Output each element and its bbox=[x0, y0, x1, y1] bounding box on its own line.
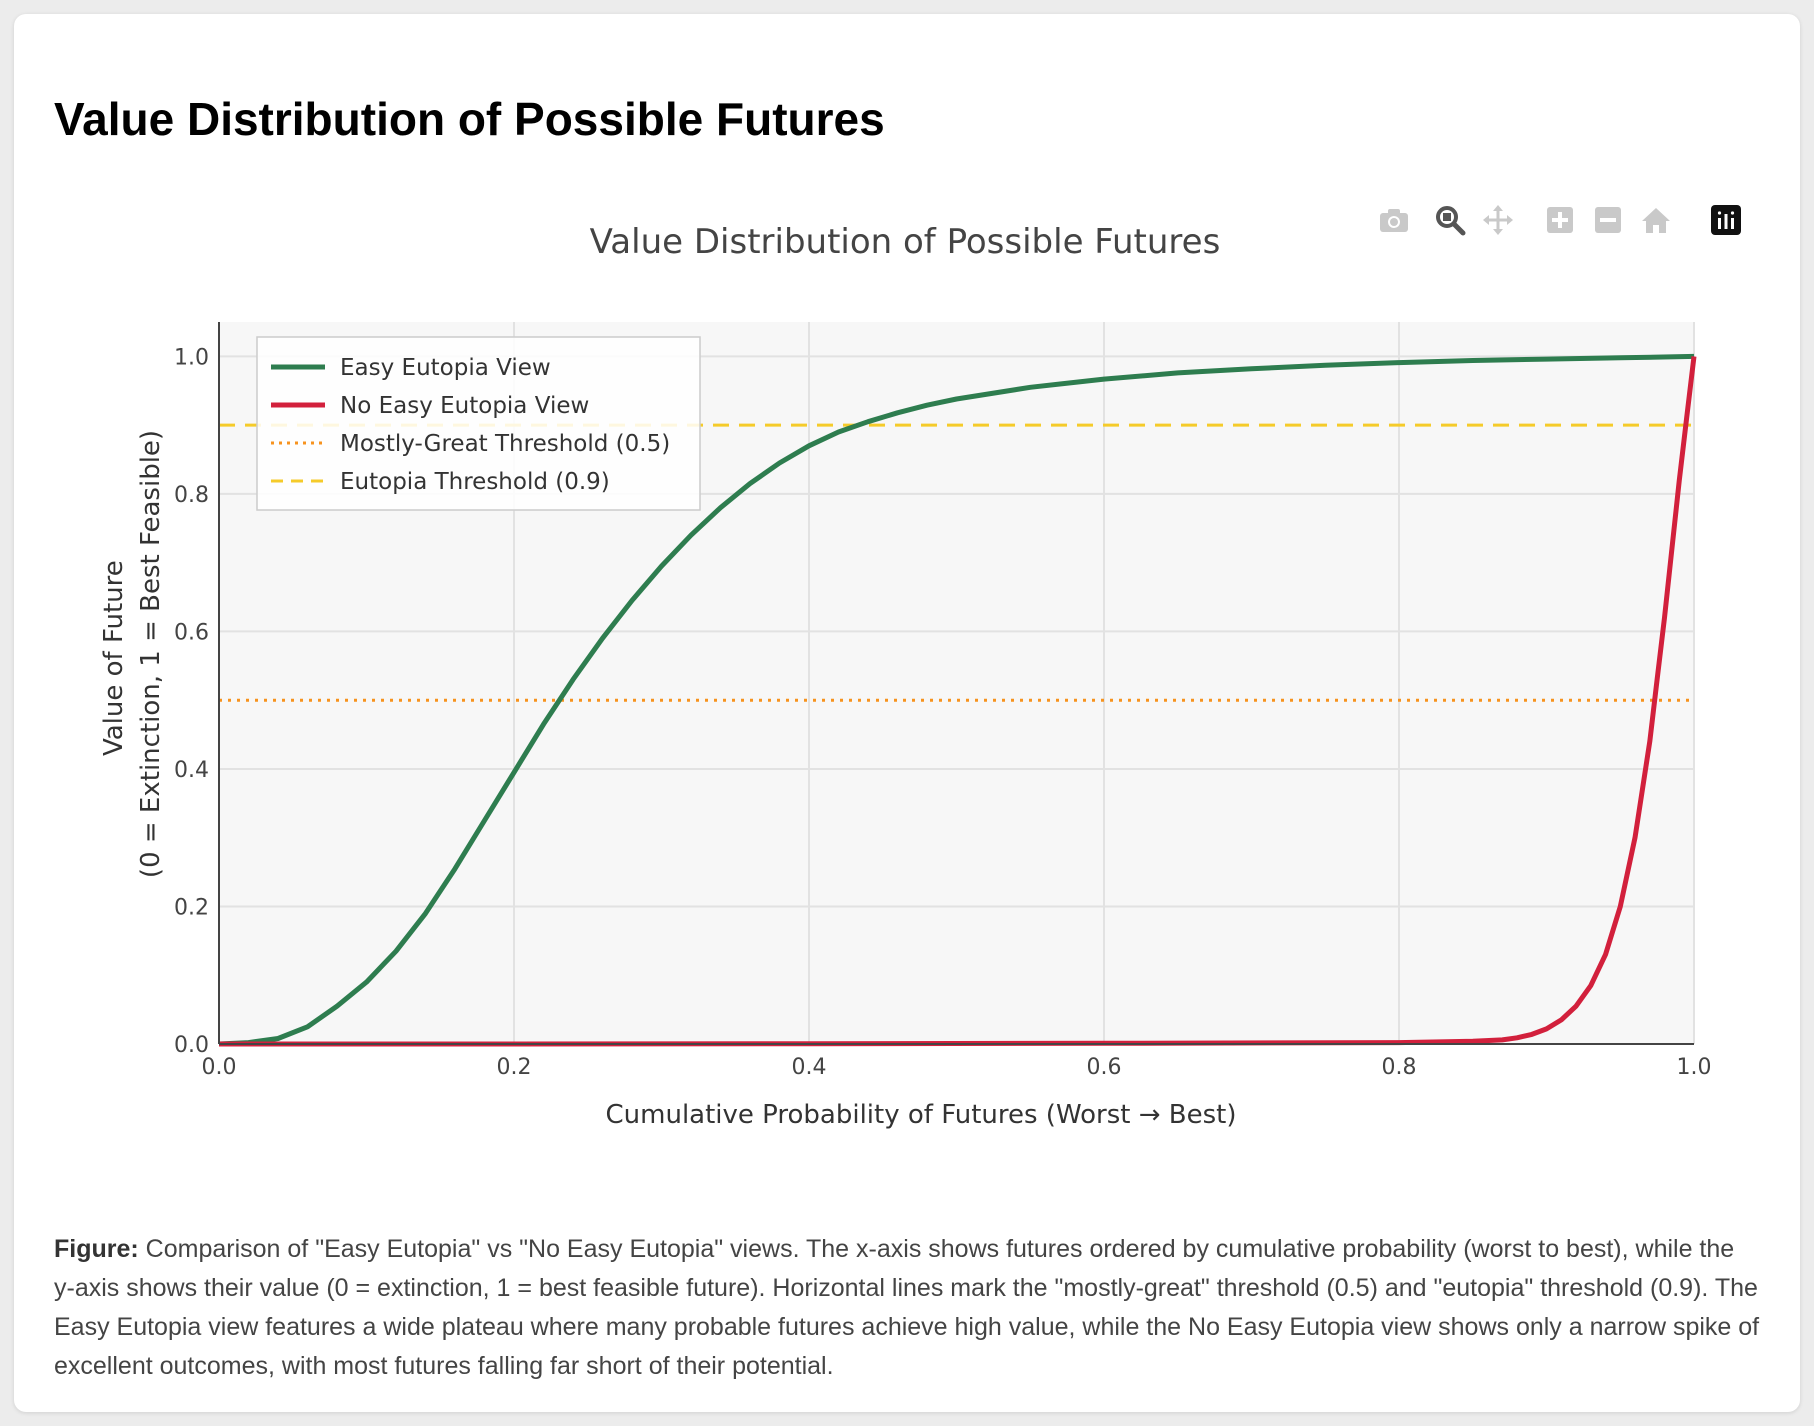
zoom-in-icon[interactable] bbox=[1540, 200, 1580, 240]
home-icon[interactable] bbox=[1636, 200, 1676, 240]
series-line[interactable] bbox=[218, 353, 1695, 1047]
x-tick-label: 0.8 bbox=[1382, 1055, 1417, 1080]
zoom-out-icon[interactable] bbox=[1588, 200, 1628, 240]
chart-title: Value Distribution of Possible Futures bbox=[590, 222, 1221, 262]
y-tick-label: 0.2 bbox=[174, 895, 209, 920]
x-tick-label: 0.6 bbox=[1087, 1055, 1122, 1080]
x-tick-label: 0.4 bbox=[792, 1055, 827, 1080]
caption-text: Comparison of "Easy Eutopia" vs "No Easy… bbox=[54, 1235, 1760, 1380]
legend-label[interactable]: No Easy Eutopia View bbox=[340, 393, 589, 419]
y-axis-title-line2: (0 = Extinction, 1 = Best Feasible) bbox=[136, 430, 166, 878]
y-tick-label: 0.4 bbox=[174, 758, 209, 783]
y-tick-label: 0.0 bbox=[174, 1033, 209, 1058]
y-axis-title: Value of Future (0 = Extinction, 1 = Bes… bbox=[99, 430, 166, 878]
caption-label: Figure: bbox=[54, 1235, 139, 1263]
zoom-icon[interactable] bbox=[1430, 200, 1470, 240]
x-tick-label: 0.2 bbox=[497, 1055, 532, 1080]
legend-label[interactable]: Eutopia Threshold (0.9) bbox=[340, 469, 610, 495]
plotly-logo-icon[interactable] bbox=[1706, 200, 1746, 240]
figure-caption: Figure: Comparison of "Easy Eutopia" vs … bbox=[54, 1230, 1760, 1386]
legend-label[interactable]: Easy Eutopia View bbox=[340, 355, 551, 381]
page-title: Value Distribution of Possible Futures bbox=[54, 93, 885, 145]
pan-icon[interactable] bbox=[1478, 200, 1518, 240]
x-axis-title: Cumulative Probability of Futures (Worst… bbox=[606, 1100, 1237, 1130]
y-tick-label: 0.6 bbox=[174, 620, 209, 645]
legend[interactable]: Easy Eutopia View No Easy Eutopia View Mos… bbox=[256, 336, 701, 511]
camera-icon[interactable] bbox=[1374, 200, 1414, 240]
line-chart: 0.0 0.2 0.4 0.6 0.8 1.0 0.0 0.2 0.4 0.6 0.8 1.0 Val… bbox=[99, 222, 1712, 1130]
legend-box bbox=[256, 336, 701, 511]
y-tick-label: 1.0 bbox=[174, 345, 209, 370]
legend-label[interactable]: Mostly-Great Threshold (0.5) bbox=[340, 431, 670, 457]
series-line[interactable] bbox=[219, 356, 1697, 1047]
x-tick-label: 0.0 bbox=[202, 1055, 237, 1080]
figure-card: Value Distribution of Possible Futures bbox=[14, 14, 1800, 1412]
plot-modebar bbox=[1374, 200, 1774, 240]
x-tick-label: 1.0 bbox=[1677, 1055, 1712, 1080]
y-tick-label: 0.8 bbox=[174, 483, 209, 508]
y-axis-title-line1: Value of Future bbox=[99, 560, 129, 756]
